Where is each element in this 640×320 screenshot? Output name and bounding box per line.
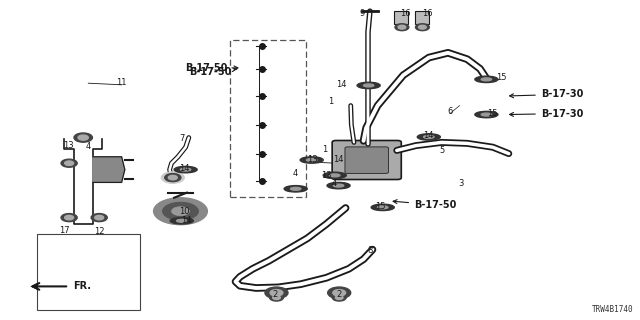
Text: 7: 7 [180, 134, 185, 143]
Circle shape [332, 294, 346, 301]
Ellipse shape [364, 84, 374, 87]
Circle shape [74, 133, 92, 142]
FancyArrowPatch shape [33, 283, 67, 290]
Bar [230, 40, 306, 197]
Circle shape [265, 287, 288, 299]
Circle shape [161, 172, 184, 183]
Text: 6: 6 [447, 107, 452, 116]
Circle shape [61, 213, 77, 222]
Text: 8: 8 [368, 246, 373, 255]
Circle shape [273, 296, 280, 300]
Circle shape [163, 202, 198, 220]
Circle shape [333, 290, 346, 296]
Circle shape [65, 161, 74, 165]
Ellipse shape [174, 166, 197, 173]
Text: FR.: FR. [74, 281, 92, 292]
Ellipse shape [307, 158, 317, 161]
Bar [415, 11, 429, 24]
Text: 14: 14 [424, 131, 434, 140]
Circle shape [328, 287, 351, 299]
Text: 11: 11 [116, 78, 127, 87]
Circle shape [335, 296, 343, 300]
Text: 3: 3 [458, 179, 463, 188]
FancyBboxPatch shape [345, 147, 388, 173]
Circle shape [270, 290, 283, 296]
Text: 13: 13 [321, 171, 332, 180]
Text: 15: 15 [496, 73, 506, 82]
Ellipse shape [481, 78, 492, 81]
Text: 1: 1 [323, 145, 328, 154]
Text: 14: 14 [179, 164, 189, 173]
Ellipse shape [424, 135, 434, 138]
Text: B-17-50: B-17-50 [393, 200, 456, 210]
Text: 5: 5 [439, 146, 444, 155]
Ellipse shape [177, 220, 187, 222]
Text: 14: 14 [181, 216, 191, 225]
Bar [394, 11, 408, 24]
Circle shape [91, 213, 108, 222]
Circle shape [395, 24, 409, 31]
Bar [37, 234, 140, 310]
Ellipse shape [481, 113, 492, 116]
Text: 2: 2 [273, 290, 278, 299]
Text: 4: 4 [293, 169, 298, 178]
Text: 10: 10 [179, 207, 189, 216]
Text: 13: 13 [63, 141, 74, 150]
Ellipse shape [284, 186, 307, 192]
Text: 1: 1 [328, 97, 333, 106]
Ellipse shape [371, 204, 394, 211]
Circle shape [415, 24, 429, 31]
Ellipse shape [291, 187, 301, 190]
Text: B-17-30: B-17-30 [509, 108, 583, 119]
Circle shape [398, 25, 406, 29]
Text: B-17-30: B-17-30 [509, 89, 583, 100]
Circle shape [65, 215, 74, 220]
Text: B-17-50: B-17-50 [186, 63, 238, 73]
Ellipse shape [330, 174, 340, 177]
Ellipse shape [357, 82, 380, 89]
Text: 14: 14 [333, 156, 344, 164]
Ellipse shape [333, 184, 344, 187]
Circle shape [269, 294, 284, 301]
Text: 13: 13 [307, 155, 317, 164]
Text: 15: 15 [488, 109, 498, 118]
Text: 15: 15 [376, 202, 386, 211]
Text: 2: 2 [337, 290, 342, 299]
Text: 17: 17 [59, 226, 69, 235]
Circle shape [61, 159, 77, 167]
Text: 12: 12 [94, 228, 104, 236]
Text: 16: 16 [401, 9, 411, 18]
Circle shape [172, 207, 189, 216]
Ellipse shape [323, 172, 346, 179]
Circle shape [168, 175, 177, 180]
Circle shape [78, 135, 88, 140]
Circle shape [419, 25, 426, 29]
FancyBboxPatch shape [332, 140, 401, 180]
Circle shape [164, 173, 181, 182]
Text: 14: 14 [337, 80, 347, 89]
Ellipse shape [417, 134, 440, 140]
Ellipse shape [327, 182, 350, 189]
Ellipse shape [475, 111, 498, 118]
Ellipse shape [170, 218, 193, 224]
Circle shape [95, 215, 104, 220]
Text: 16: 16 [422, 9, 433, 18]
Ellipse shape [180, 168, 191, 171]
Text: TRW4B1740: TRW4B1740 [592, 305, 634, 314]
Ellipse shape [300, 157, 323, 163]
Text: 9: 9 [360, 9, 365, 18]
Ellipse shape [378, 206, 388, 209]
Text: 4: 4 [332, 179, 337, 188]
Circle shape [154, 198, 207, 225]
Text: B-17-50: B-17-50 [189, 67, 237, 77]
Ellipse shape [475, 76, 498, 83]
Polygon shape [93, 157, 125, 182]
Text: 4: 4 [86, 142, 91, 151]
